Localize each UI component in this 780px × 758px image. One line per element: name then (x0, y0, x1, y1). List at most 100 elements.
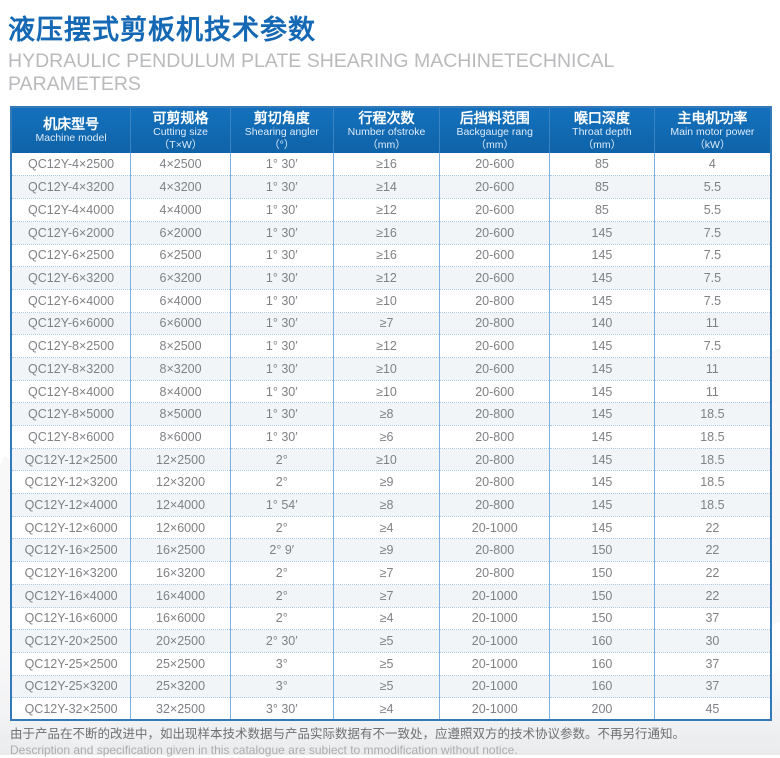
table-cell: 150 (549, 561, 655, 585)
table-cell: ≥7 (332, 583, 440, 608)
column-header-7: 主电机功率 Main motor power （kW） (653, 107, 771, 154)
table-cell: QC12Y-16×3200 (11, 561, 131, 585)
table-cell: 2° (229, 561, 334, 585)
footer-note: 由于产品在不断的改进中，如出现样本技术数据与产品实际数据有不一致处，应遵照双方的… (10, 726, 772, 758)
table-cell: 1° 30′ (229, 198, 334, 222)
table-cell: 11 (653, 356, 771, 381)
table-cell: 25×3200 (130, 674, 231, 698)
table-cell: 145 (549, 334, 655, 358)
table-row: QC12Y-16×3200 16×3200 2° ≥7 20-800 150 22 (11, 561, 771, 585)
table-cell: 20-1000 (439, 606, 550, 630)
table-cell: 20-800 (439, 493, 550, 517)
column-header-en: Main motor power (670, 126, 755, 139)
table-cell: ≥12 (332, 334, 440, 358)
table-cell: 4×2500 (130, 153, 231, 176)
table-cell: 22 (653, 583, 771, 608)
table-body: QC12Y-4×2500 4×2500 1° 30′ ≥16 20-600 85 4 QC12… (11, 153, 771, 721)
table-cell: 18.5 (653, 470, 771, 494)
table-cell: 6×2000 (130, 220, 231, 245)
table-row: QC12Y-4×4000 4×4000 1° 30′ ≥12 20-600 85 5.5 (11, 198, 771, 222)
table-cell: 12×2500 (130, 447, 231, 471)
table-cell: 20-800 (439, 447, 550, 471)
table-cell: 8×6000 (130, 425, 231, 449)
table-cell: 22 (653, 561, 771, 585)
table-cell: QC12Y-25×2500 (11, 651, 131, 676)
table-cell: 20-1000 (439, 629, 550, 653)
table-cell: QC12Y-8×2500 (11, 334, 131, 358)
table-cell: ≥5 (332, 629, 440, 653)
table-cell: 145 (549, 266, 655, 290)
table-row: QC12Y-16×2500 16×2500 2° 9′ ≥9 20-800 150 22 (11, 538, 771, 562)
table-cell: 3° (229, 674, 334, 698)
table-cell: 140 (549, 311, 655, 335)
table-row: QC12Y-6×3200 6×3200 1° 30′ ≥12 20-600 145 7.5 (11, 266, 771, 290)
table-cell: ≥16 (332, 243, 440, 267)
table-cell: QC12Y-6×4000 (11, 288, 131, 313)
column-header-unit: （mm） (582, 138, 622, 151)
table-row: QC12Y-12×2500 12×2500 2° ≥10 20-800 145 18.5 (11, 447, 771, 471)
table-cell: ≥12 (332, 266, 440, 290)
table-cell: 12×4000 (130, 493, 231, 517)
table-row: QC12Y-25×2500 25×2500 3° ≥5 20-1000 160 37 (11, 651, 771, 676)
table-row: QC12Y-4×3200 4×3200 1° 30′ ≥14 20-600 85 5.5 (11, 175, 771, 199)
table-cell: QC12Y-8×5000 (11, 402, 131, 426)
column-header-5: 后挡料范围 Backgauge rang （mm） (439, 107, 550, 154)
table-cell: 6×2500 (130, 243, 231, 267)
column-header-unit: （mm） (367, 138, 406, 151)
table-row: QC12Y-6×2500 6×2500 1° 30′ ≥16 20-600 145 7.5 (11, 243, 771, 267)
table-cell: 20-1000 (439, 674, 550, 698)
table-cell: 20-600 (439, 198, 550, 222)
table-cell: 2° 9′ (229, 538, 334, 562)
table-cell: 20-1000 (439, 583, 550, 608)
table-cell: 1° 30′ (229, 311, 334, 335)
column-header-cn: 后挡料范围 (459, 110, 530, 126)
table-cell: ≥7 (332, 311, 440, 335)
table-cell: 85 (549, 175, 655, 199)
table-row: QC12Y-16×4000 16×4000 2° ≥7 20-1000 150 22 (11, 583, 771, 608)
table-cell: 37 (653, 606, 771, 630)
table-cell: QC12Y-25×3200 (11, 674, 131, 698)
table-cell: 1° 30′ (229, 334, 334, 358)
table-cell: ≥8 (332, 493, 440, 517)
table-cell: 30 (653, 629, 771, 653)
page-subtitle: HYDRAULIC PENDULUM PLATE SHEARING MACHIN… (8, 50, 614, 95)
table-cell: 20-1000 (439, 515, 550, 539)
column-header-cn: 行程次数 (358, 110, 415, 126)
table-cell: ≥10 (332, 379, 440, 403)
table-cell: QC12Y-4×3200 (11, 175, 131, 199)
table-cell: QC12Y-12×2500 (11, 447, 131, 471)
table-cell: 20-800 (439, 561, 550, 585)
table-cell: 6×6000 (130, 311, 231, 335)
table-row: QC12Y-6×4000 6×4000 1° 30′ ≥10 20-800 145 7.5 (11, 288, 771, 313)
table-cell: 2° (229, 447, 334, 471)
table-cell: 2° (229, 515, 334, 539)
table-cell: 7.5 (653, 243, 771, 267)
table-cell: QC12Y-6×2000 (11, 220, 131, 245)
table-row: QC12Y-8×4000 8×4000 1° 30′ ≥10 20-600 145 11 (11, 379, 771, 403)
column-header-6: 喉口深度 Throat depth （mm） (549, 107, 655, 154)
table-cell: ≥6 (332, 425, 440, 449)
column-header-cn: 喉口深度 (573, 110, 630, 126)
table-cell: 20-600 (439, 220, 550, 245)
table-row: QC12Y-6×2000 6×2000 1° 30′ ≥16 20-600 145 7.5 (11, 220, 771, 245)
table-cell: 7.5 (653, 288, 771, 313)
table-cell: 160 (549, 674, 655, 698)
table-cell: 20-800 (439, 470, 550, 494)
table-cell: QC12Y-16×6000 (11, 606, 131, 630)
table-cell: QC12Y-8×3200 (11, 356, 131, 381)
table-header-row: 机床型号 Machine model 可剪规格 Cutting size （T×W） 剪切… (11, 107, 771, 154)
table-cell: ≥16 (332, 153, 440, 176)
column-header-1: 机床型号 Machine model (11, 107, 131, 154)
table-header: 机床型号 Machine model 可剪规格 Cutting size （T×W） 剪切… (11, 107, 771, 154)
table-cell: 12×3200 (130, 470, 231, 494)
table-cell: 16×3200 (130, 561, 231, 585)
column-header-cn: 机床型号 (43, 116, 100, 133)
table-cell: ≥5 (332, 674, 440, 698)
column-header-cn: 主电机功率 (677, 110, 748, 126)
column-header-en: Shearing angler (244, 126, 319, 139)
table-cell: QC12Y-6×2500 (11, 243, 131, 267)
table-cell: 1° 30′ (229, 175, 334, 199)
column-header-en: Backgauge rang (456, 126, 533, 139)
table-row: QC12Y-8×6000 8×6000 1° 30′ ≥6 20-800 145 18.5 (11, 425, 771, 449)
